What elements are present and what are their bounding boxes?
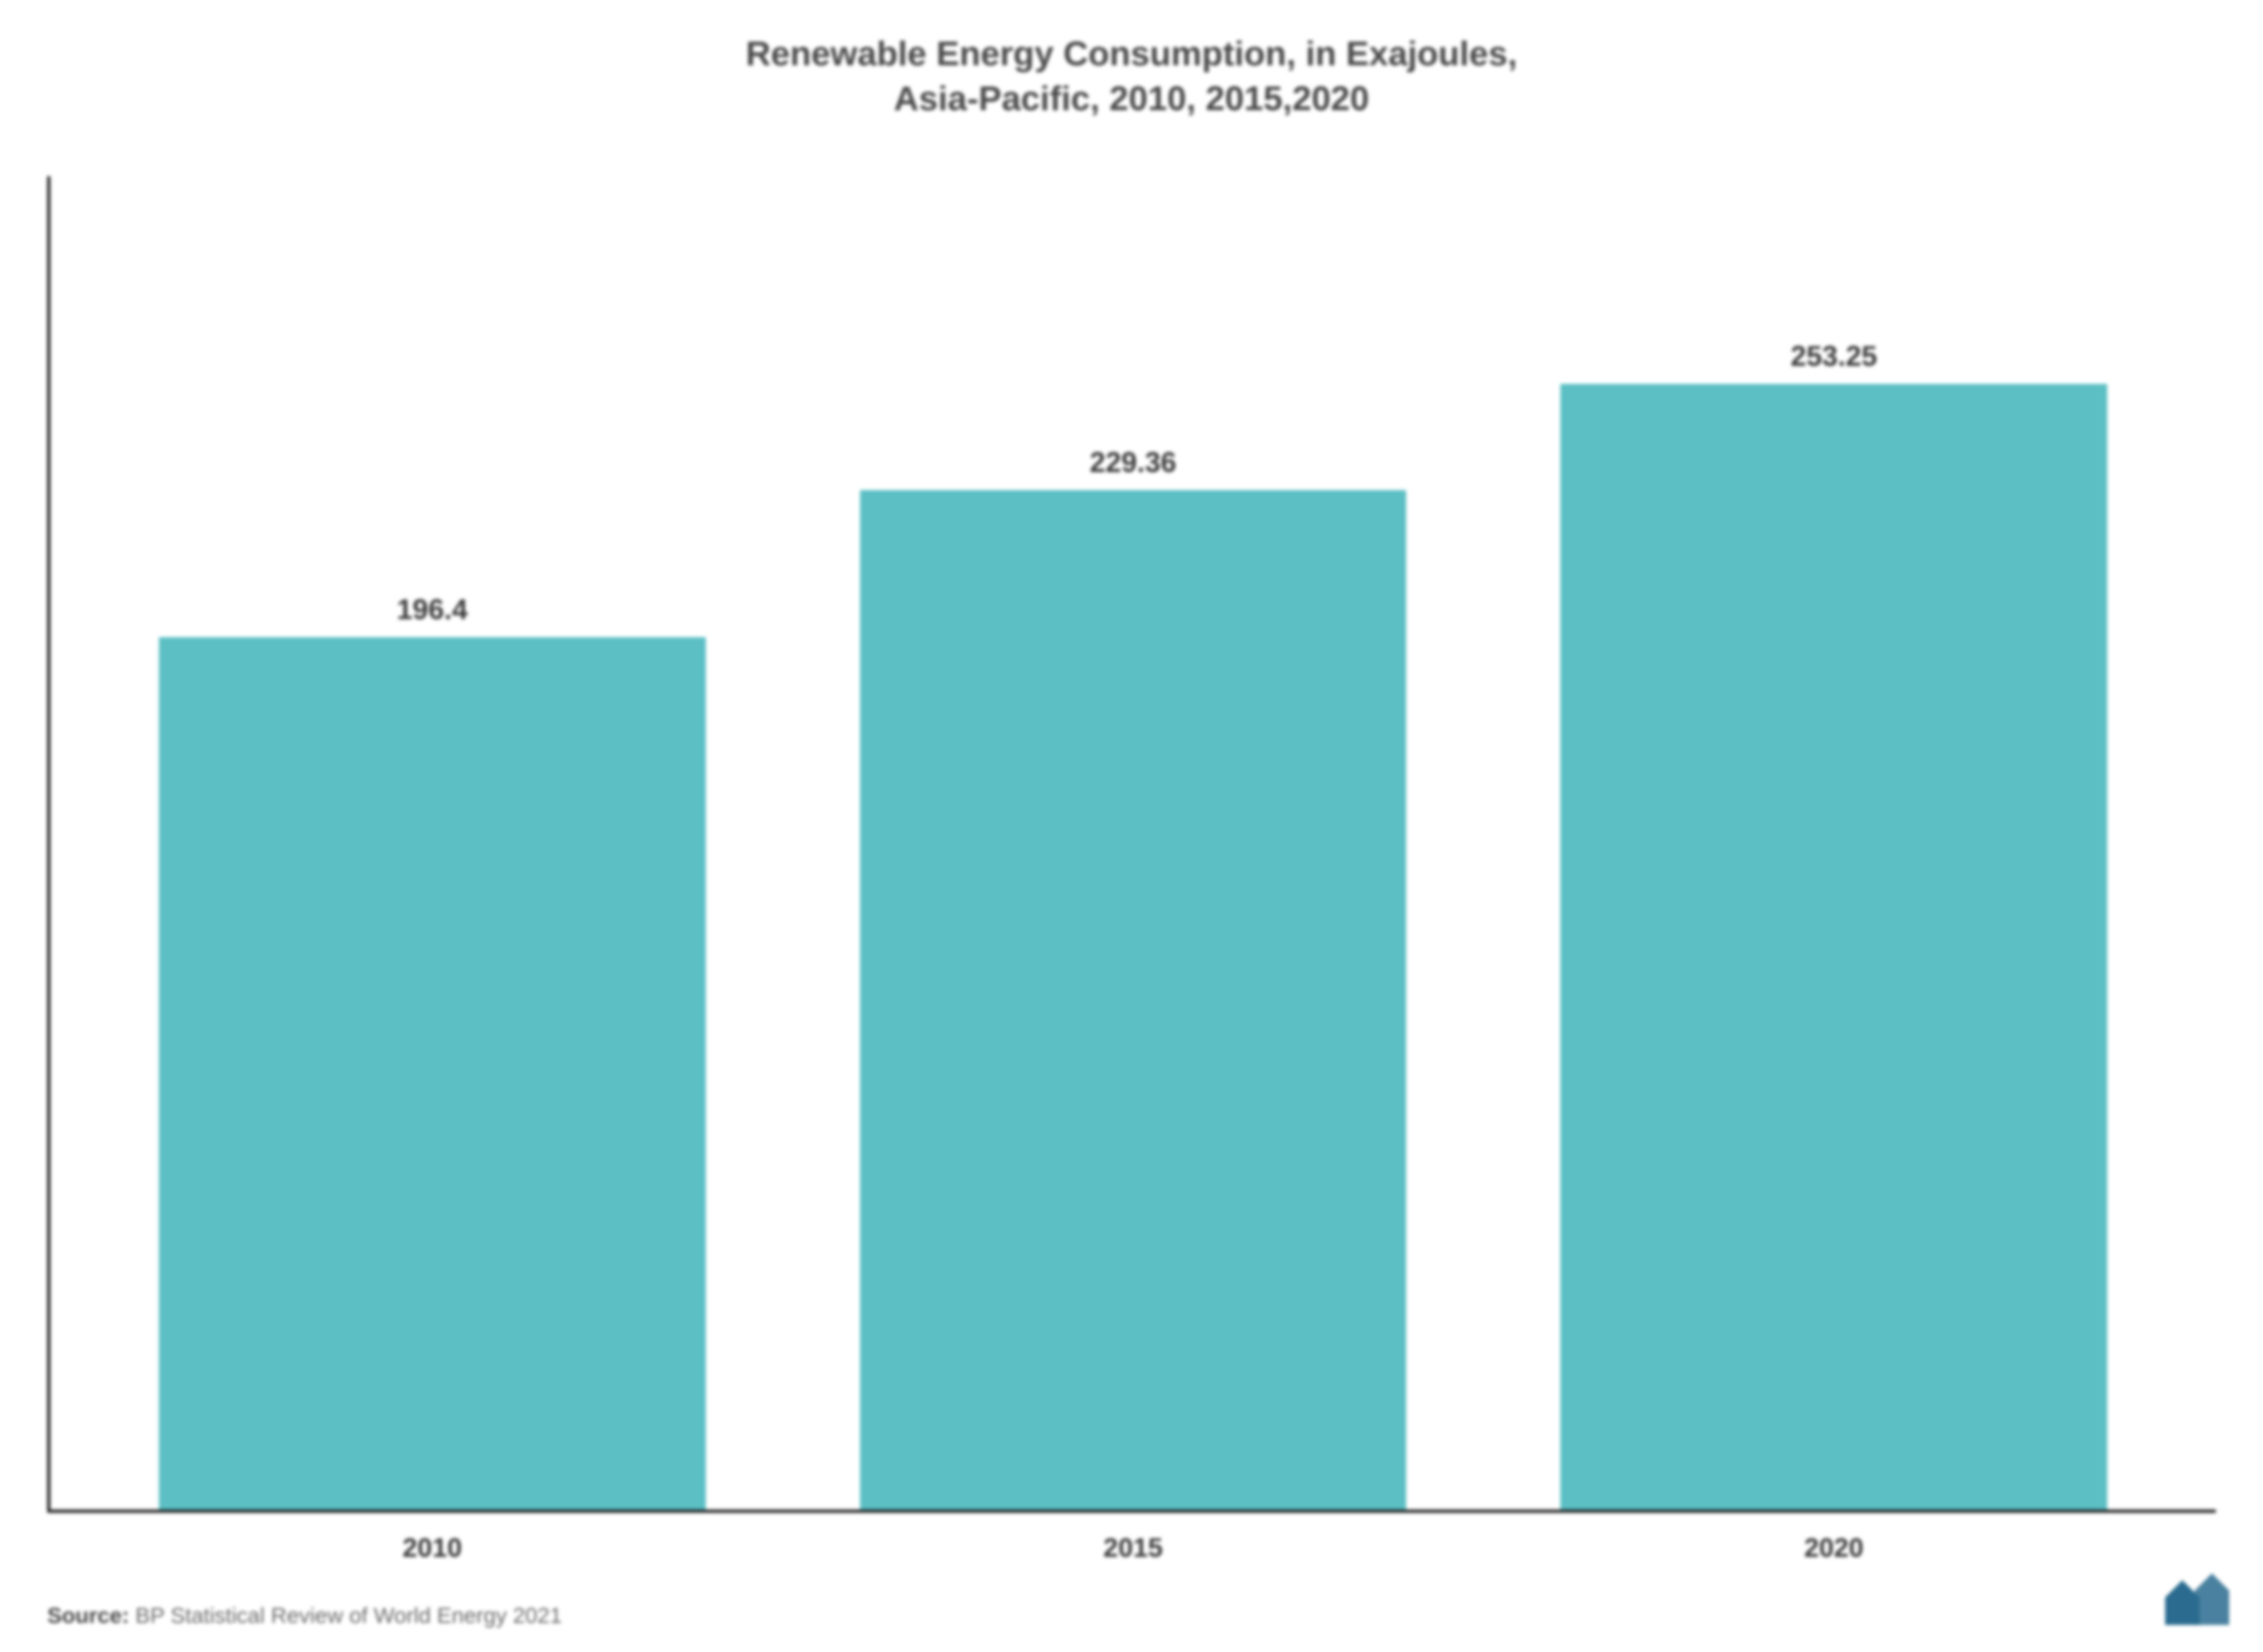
bar-1 — [860, 490, 1407, 1510]
chart-title-block: Renewable Energy Consumption, in Exajoul… — [47, 31, 2216, 121]
bar-0 — [159, 637, 706, 1510]
source-text: BP Statistical Review of World Energy 20… — [135, 1603, 562, 1628]
brand-logo-icon — [2161, 1573, 2232, 1628]
bar-group-2: 253.25 — [1560, 176, 2107, 1510]
x-label-0: 2010 — [159, 1533, 706, 1564]
x-label-2: 2020 — [1560, 1533, 2107, 1564]
source-line: Source: BP Statistical Review of World E… — [47, 1603, 2216, 1628]
chart-title-line1: Renewable Energy Consumption, in Exajoul… — [47, 31, 2216, 76]
bar-group-1: 229.36 — [860, 176, 1407, 1510]
bar-group-0: 196.4 — [159, 176, 706, 1510]
chart-title-line2: Asia-Pacific, 2010, 2015,2020 — [47, 76, 2216, 121]
bar-value-2: 253.25 — [1791, 340, 1877, 373]
x-axis: 2010 2015 2020 — [50, 1533, 2216, 1564]
bar-value-1: 229.36 — [1090, 446, 1176, 479]
plot-area: 196.4 229.36 253.25 — [47, 176, 2216, 1513]
bar-2 — [1560, 384, 2107, 1510]
chart-container: Renewable Energy Consumption, in Exajoul… — [47, 31, 2216, 1628]
source-prefix: Source: — [47, 1603, 129, 1628]
x-label-1: 2015 — [860, 1533, 1407, 1564]
bar-value-0: 196.4 — [397, 593, 467, 626]
